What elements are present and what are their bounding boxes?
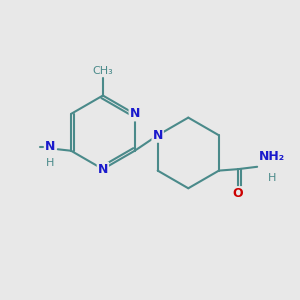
Text: CH₃: CH₃ <box>92 66 113 76</box>
Text: N: N <box>152 129 163 142</box>
Text: H: H <box>46 158 55 167</box>
Text: N: N <box>45 140 56 153</box>
Text: O: O <box>233 187 243 200</box>
Text: H: H <box>268 173 276 183</box>
Text: NH₂: NH₂ <box>259 150 285 163</box>
Text: N: N <box>130 107 140 120</box>
Text: N: N <box>98 163 108 176</box>
